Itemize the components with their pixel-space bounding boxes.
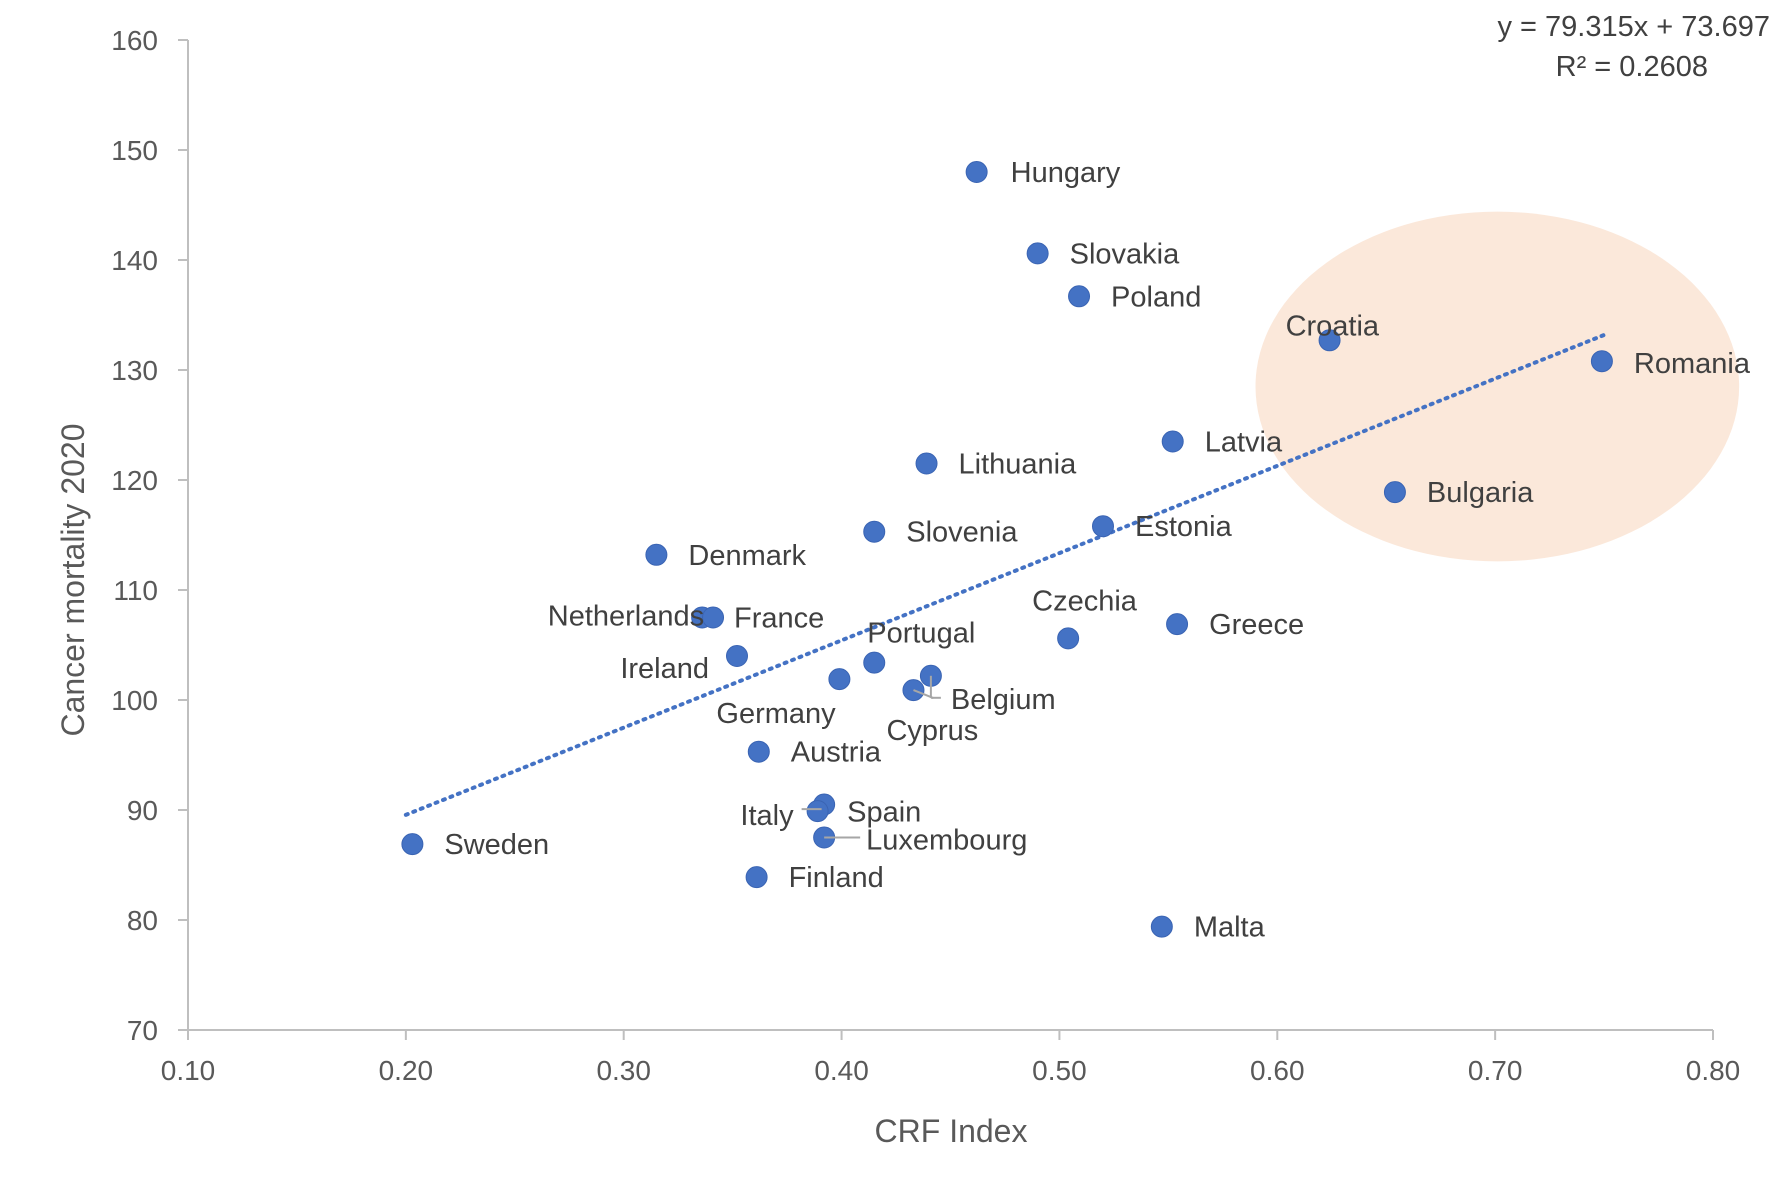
data-point [1590, 350, 1613, 373]
highlight-layer [1255, 211, 1740, 562]
data-label: Belgium [951, 684, 1056, 716]
data-point [645, 543, 668, 566]
data-label: Slovakia [1070, 238, 1180, 270]
x-axis-title: CRF Index [875, 1113, 1028, 1149]
data-point [1092, 515, 1114, 538]
data-label: Slovenia [906, 517, 1018, 549]
data-point [1150, 915, 1173, 938]
trendline [403, 332, 1607, 817]
y-axis-title: Cancer mortality 2020 [55, 423, 91, 736]
data-point [726, 645, 748, 667]
trend-layer [403, 332, 1607, 817]
data-label: Cyprus [886, 715, 978, 747]
data-label: Finland [789, 862, 884, 894]
x-tick-label: 0.30 [596, 1055, 651, 1086]
data-label: Bulgaria [1427, 477, 1534, 509]
x-tick-label: 0.20 [379, 1055, 434, 1086]
data-label: Greece [1209, 609, 1304, 641]
y-tick-label: 80 [127, 905, 158, 936]
data-label: Latvia [1205, 427, 1283, 459]
axes-layer: 70 80 90 100 110 120 130 140 150 160 0.10 0.20 0.30 0… [111, 25, 1740, 1086]
y-tick-label: 140 [111, 245, 158, 276]
y-tick-label: 100 [111, 685, 158, 716]
data-label: Italy [740, 800, 794, 832]
y-tick-label: 90 [127, 795, 158, 826]
x-tick-label: 0.10 [161, 1055, 216, 1086]
highlight-ellipse [1255, 211, 1740, 562]
data-point [1068, 285, 1091, 308]
trendline-r-squared: R² = 0.2608 [1556, 51, 1708, 83]
x-tick-label: 0.60 [1250, 1055, 1305, 1086]
data-label: Ireland [620, 653, 709, 685]
data-point [401, 833, 424, 856]
labels-layer: Hungary Slovakia Poland Croatia Romania Latvi… [444, 157, 1750, 944]
data-label: Germany [716, 698, 836, 730]
data-point [863, 651, 886, 674]
trendline-equation: y = 79.315x + 73.697 [1498, 11, 1771, 43]
data-point [806, 800, 829, 823]
data-label: Austria [791, 737, 882, 769]
y-tick-label: 130 [111, 355, 158, 386]
data-point [1383, 481, 1406, 504]
data-label: Netherlands [548, 601, 704, 633]
data-label: Czechia [1032, 585, 1138, 617]
y-tick-label: 150 [111, 135, 158, 166]
data-point [1161, 430, 1184, 453]
data-point [828, 668, 851, 691]
data-label: Malta [1194, 912, 1266, 944]
y-tick-label: 110 [113, 575, 158, 606]
data-label: Sweden [444, 829, 549, 861]
x-tick-label: 0.80 [1686, 1055, 1741, 1086]
x-tick-label: 0.50 [1032, 1055, 1087, 1086]
data-label: Estonia [1135, 511, 1233, 543]
x-tick-label: 0.70 [1468, 1055, 1523, 1086]
data-label: Portugal [867, 618, 975, 650]
data-point [745, 866, 768, 889]
leader-line [913, 689, 934, 700]
data-point [915, 452, 938, 475]
data-label: Denmark [688, 540, 806, 572]
data-point [863, 520, 886, 543]
data-label: Spain [847, 797, 921, 829]
data-label: Hungary [1011, 157, 1121, 189]
points-layer [401, 161, 1613, 938]
data-point [965, 161, 988, 183]
data-label: Romania [1634, 348, 1751, 380]
data-point [1166, 613, 1189, 636]
data-point [1057, 627, 1080, 650]
data-point [747, 740, 770, 763]
data-label: Luxembourg [866, 825, 1027, 857]
y-tick-label: 120 [111, 465, 158, 496]
y-tick-label: 160 [111, 25, 158, 56]
data-label: Croatia [1286, 310, 1380, 342]
data-label: Poland [1111, 281, 1201, 313]
data-point [702, 606, 725, 629]
data-point [1318, 329, 1341, 352]
data-label: France [734, 603, 824, 635]
y-tick-label: 70 [127, 1015, 158, 1046]
data-point [1026, 242, 1049, 265]
x-tick-label: 0.40 [814, 1055, 869, 1086]
data-label: Lithuania [959, 449, 1078, 481]
